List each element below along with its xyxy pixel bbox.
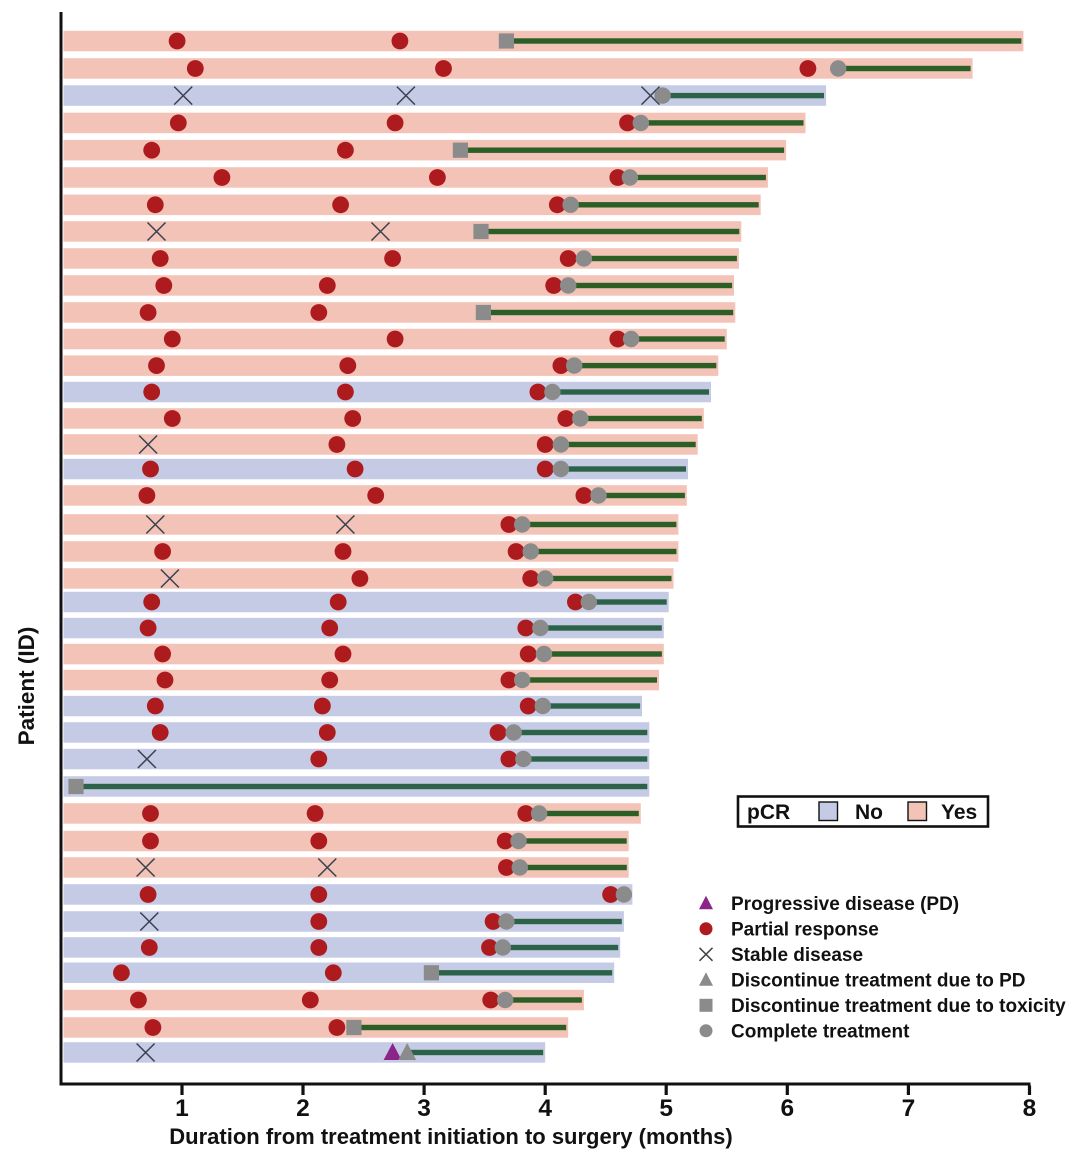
svg-text:7: 7 xyxy=(902,1095,916,1122)
svg-text:8: 8 xyxy=(1023,1095,1037,1122)
svg-text:Partial response: Partial response xyxy=(731,920,879,941)
svg-text:2: 2 xyxy=(296,1095,310,1122)
svg-text:Stable disease: Stable disease xyxy=(731,945,863,966)
svg-text:Complete treatment: Complete treatment xyxy=(731,1022,910,1043)
svg-text:1: 1 xyxy=(175,1095,189,1122)
svg-text:Discontinue treatment due to P: Discontinue treatment due to PD xyxy=(731,971,1026,992)
svg-text:Patient (ID): Patient (ID) xyxy=(14,627,39,746)
svg-text:pCR: pCR xyxy=(747,801,790,824)
svg-text:5: 5 xyxy=(659,1095,673,1122)
svg-text:No: No xyxy=(855,801,883,824)
svg-text:Duration from treatment initia: Duration from treatment initiation to su… xyxy=(169,1124,732,1149)
svg-text:Yes: Yes xyxy=(941,801,977,824)
svg-text:Discontinue treatment due to t: Discontinue treatment due to toxicity xyxy=(731,996,1066,1017)
svg-text:Progressive disease (PD): Progressive disease (PD) xyxy=(731,894,959,915)
svg-text:3: 3 xyxy=(417,1095,431,1122)
svg-text:4: 4 xyxy=(538,1095,552,1122)
svg-text:6: 6 xyxy=(780,1095,794,1122)
